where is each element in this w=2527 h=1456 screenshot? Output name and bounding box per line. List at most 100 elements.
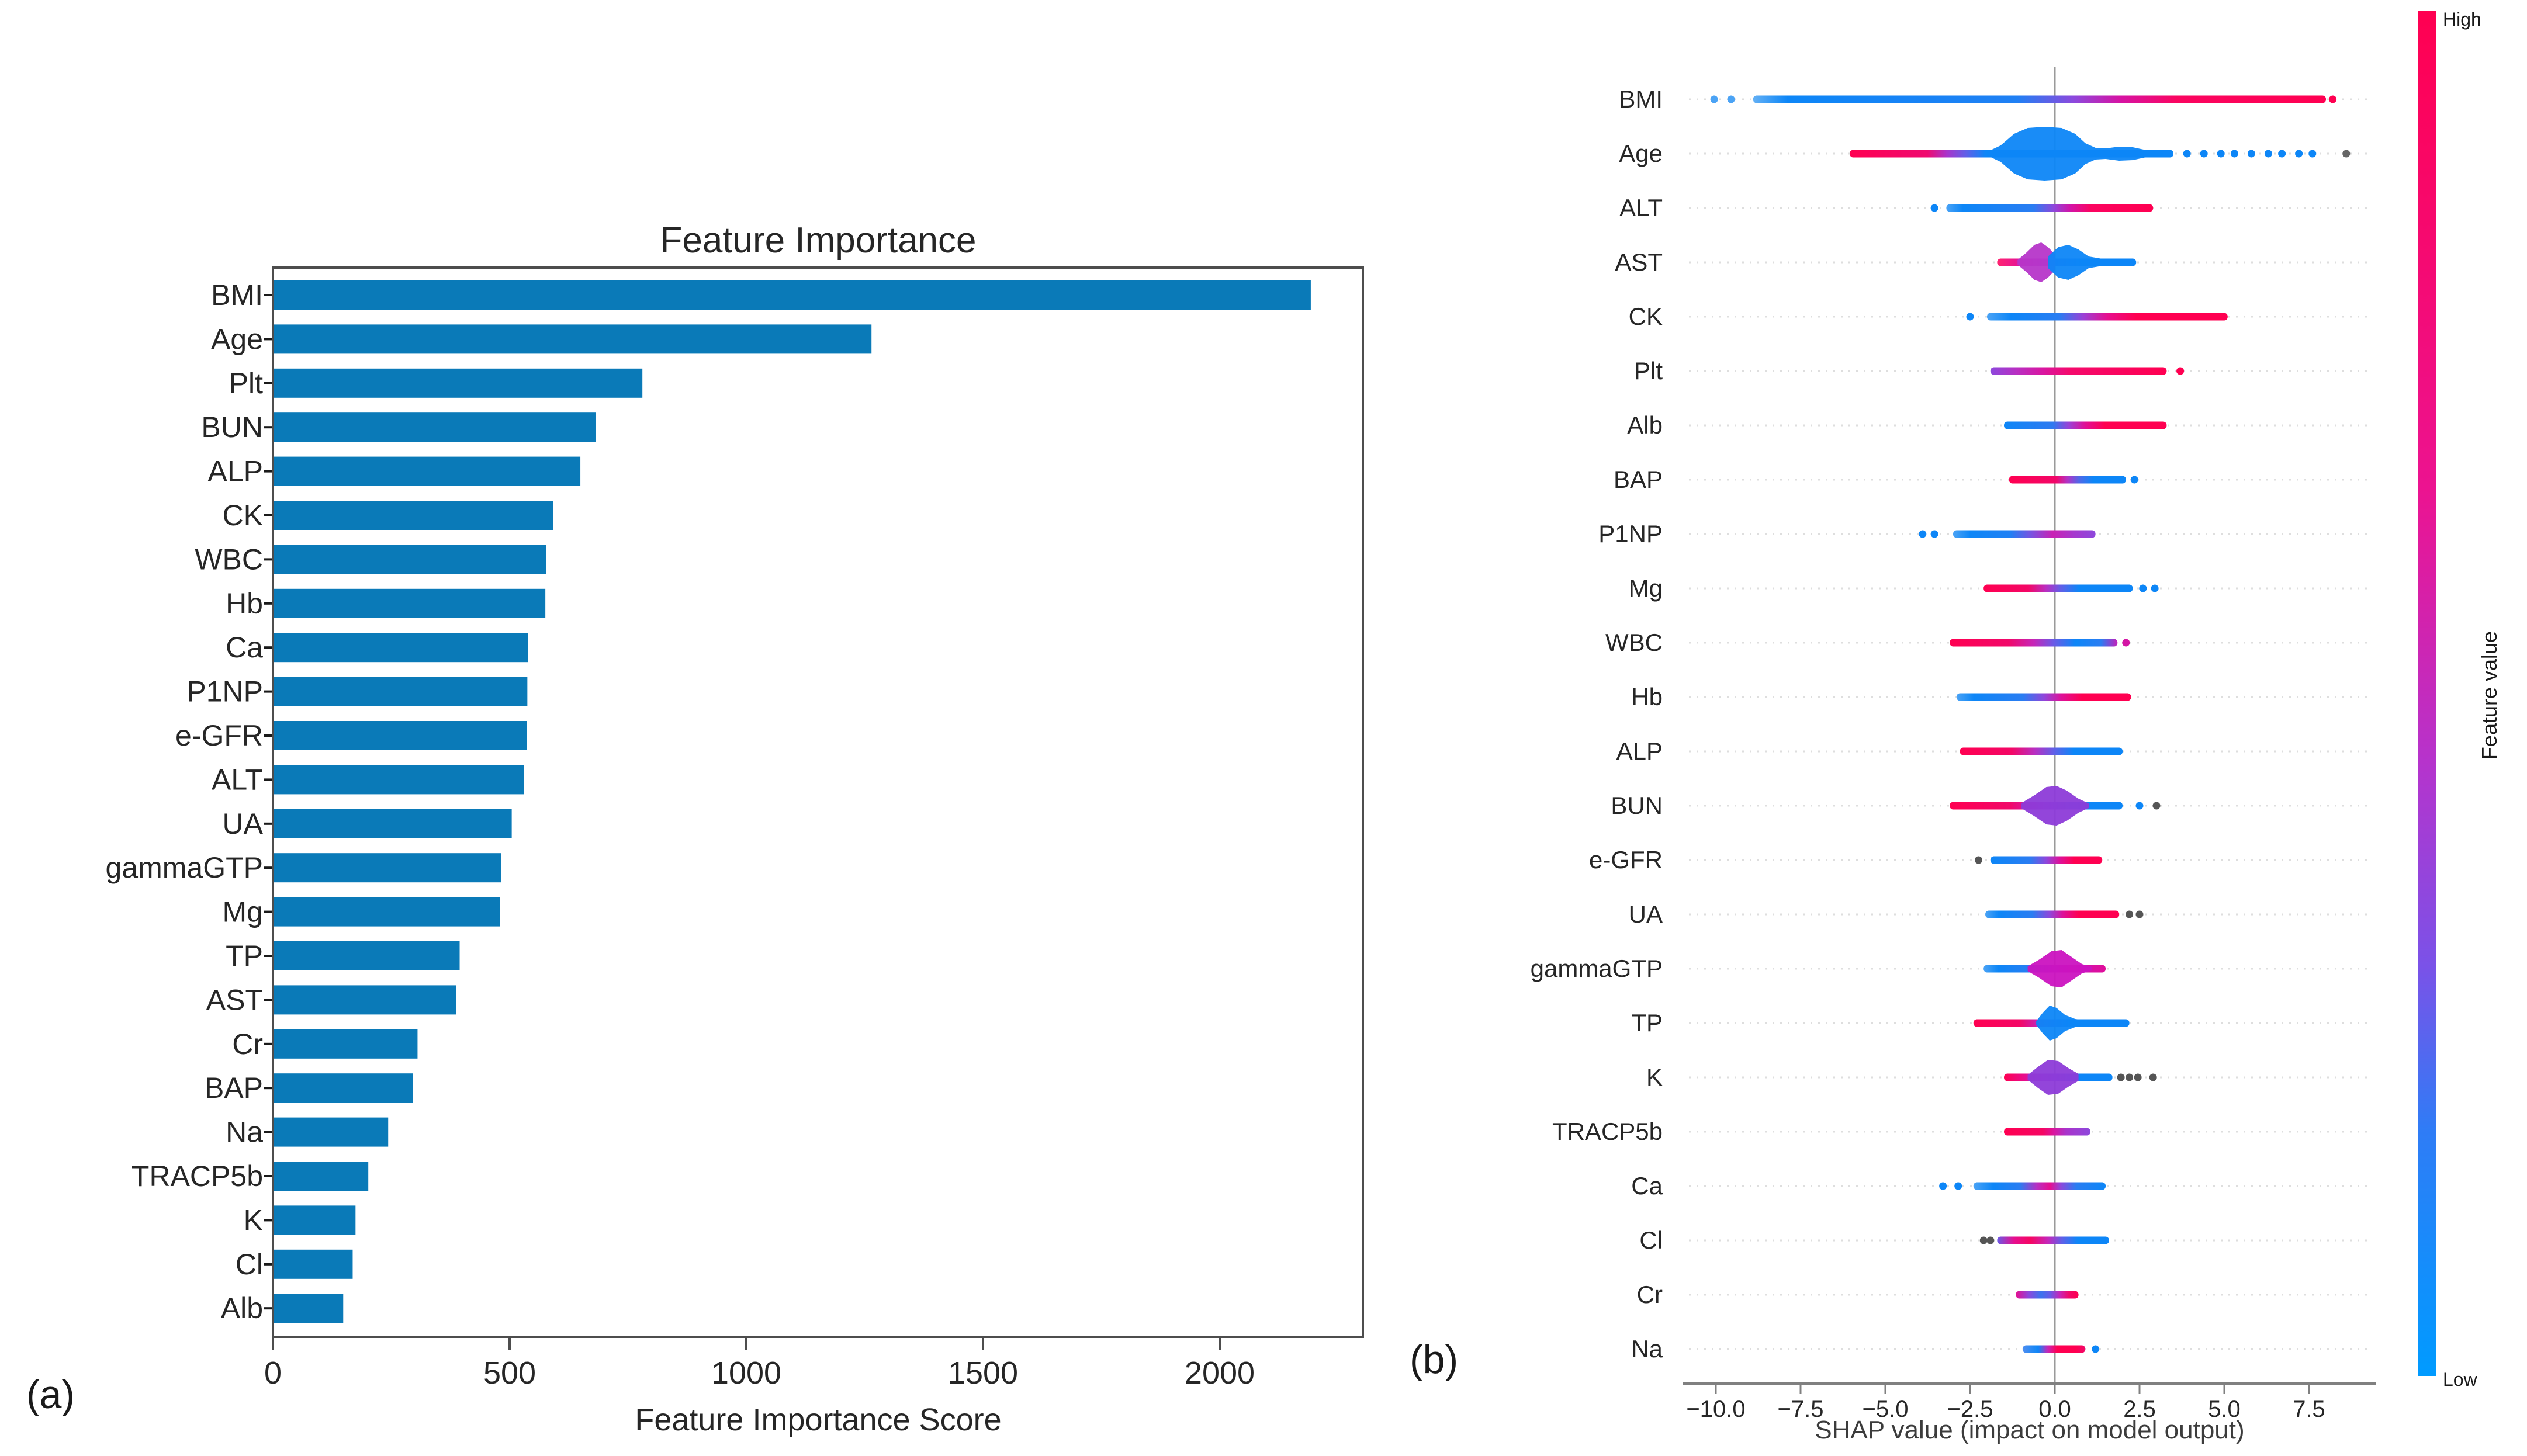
colorbar-title: Feature value <box>2477 631 2501 760</box>
x-tick-label: 1500 <box>948 1356 1018 1391</box>
bar-Alb <box>274 1294 344 1323</box>
outlier-dot-Age <box>2247 150 2255 158</box>
swarm-band-Ca <box>1973 1182 2106 1190</box>
shap-x-ticks: −10.0 −7.5 −5.0 −2.5 0.0 2.5 5.0 7.5 <box>1686 1384 2325 1422</box>
swarm-band-Hb <box>1956 693 2131 701</box>
bar-Mg <box>274 897 500 927</box>
bar-label-TP: TP <box>226 940 263 972</box>
bar-Cr <box>274 1029 418 1059</box>
bar-UA <box>274 809 512 838</box>
violin-TP <box>2036 1006 2103 1041</box>
violin-BUN <box>2021 786 2089 826</box>
bar-label-Na: Na <box>226 1116 263 1149</box>
bar-label-CK: CK <box>223 499 263 532</box>
outlier-dot-Ca <box>1939 1182 1947 1190</box>
bar-e-GFR <box>274 721 527 750</box>
bar-Cl <box>274 1249 353 1279</box>
feature-label-BAP: BAP <box>1614 466 1663 493</box>
outlier-dot-Age <box>2342 150 2351 158</box>
feature-labels: BMI Age ALT AST CK Plt Alb BAP P1NP Mg WBC Hb ALP BUN… <box>1531 85 1663 1363</box>
bar-label-BMI: BMI <box>211 279 263 311</box>
beeswarm-rows <box>1710 95 2351 1353</box>
bar-label-BUN: BUN <box>201 411 263 443</box>
x-tick-label: 2000 <box>1185 1356 1255 1391</box>
bar-label-WBC: WBC <box>195 543 263 576</box>
outlier-dot-BMI <box>2329 95 2337 103</box>
x-tick-label: 1000 <box>711 1356 781 1391</box>
swarm-band-BAP <box>2009 476 2126 484</box>
bar-CK <box>274 501 553 530</box>
outlier-dot-Age <box>2264 150 2272 158</box>
bar-label-ALT: ALT <box>212 763 263 796</box>
swarm-band-e-GFR <box>1990 856 2103 864</box>
outlier-dot-K <box>2149 1073 2157 1081</box>
bar-label-BAP: BAP <box>205 1072 263 1104</box>
feature-label-P1NP: P1NP <box>1598 520 1663 547</box>
outlier-dot-Age <box>2295 150 2303 158</box>
bar-label-Age: Age <box>211 323 263 355</box>
outlier-dot-ALT <box>1930 204 1938 212</box>
bar-TRACP5b <box>274 1162 369 1191</box>
feature-label-ALT: ALT <box>1619 194 1663 221</box>
swarm-band-UA <box>1985 910 2120 918</box>
bar-Plt <box>274 368 643 398</box>
outlier-dot-UA <box>2135 910 2144 918</box>
panel-a-letter: (a) <box>26 1372 75 1417</box>
outlier-dot-BUN <box>2135 802 2144 810</box>
outlier-dot-Plt <box>2176 367 2185 375</box>
outlier-dot-Mg <box>2151 584 2159 592</box>
bar-label-AST: AST <box>206 983 263 1016</box>
outlier-dot-Mg <box>2139 584 2147 592</box>
swarm-band-Na <box>2022 1345 2086 1353</box>
bar-category-labels: BMI Age Plt BUN ALP CK WBC Hb Ca P1NP e-GFR ALT UA ga… <box>105 279 263 1325</box>
feature-label-TRACP5b: TRACP5b <box>1552 1118 1663 1145</box>
outlier-dot-Cl <box>1986 1236 1995 1244</box>
colorbar-high-label: High <box>2443 9 2481 30</box>
outlier-dot-BMI <box>1710 95 1718 103</box>
bar-label-Alb: Alb <box>221 1292 263 1325</box>
bar-label-Cl: Cl <box>236 1248 263 1281</box>
violin-AST <box>2048 245 2130 280</box>
feature-label-BUN: BUN <box>1611 792 1663 819</box>
feature-label-UA: UA <box>1629 900 1663 928</box>
x-tick-label: 2.5 <box>2123 1396 2156 1422</box>
bar-P1NP <box>274 677 528 706</box>
feature-label-AST: AST <box>1615 248 1663 276</box>
outlier-dot-K <box>2134 1073 2142 1081</box>
swarm-band-BMI <box>1753 95 2326 103</box>
panel-a: Feature Importance BMI Age Plt BUN ALP CK WBC H… <box>26 220 1364 1437</box>
outlier-dot-P1NP <box>1919 530 1927 538</box>
bar-Age <box>274 324 872 354</box>
violin-Age <box>1987 127 2163 181</box>
violin-K <box>2027 1060 2079 1095</box>
swarm-band-Cl <box>1997 1236 2109 1244</box>
panel-b-xlabel: SHAP value (impact on model output) <box>1815 1416 2244 1444</box>
bar-ALP <box>274 456 581 486</box>
bar-Hb <box>274 588 546 618</box>
x-tick-label: 5.0 <box>2208 1396 2241 1422</box>
panel-a-xlabel: Feature Importance Score <box>635 1402 1001 1437</box>
swarm-band-TRACP5b <box>2004 1128 2090 1136</box>
outlier-dot-e-GFR <box>1975 856 1982 864</box>
bar-label-UA: UA <box>223 807 264 840</box>
swarm-band-Cr <box>2016 1291 2079 1299</box>
bar-BAP <box>274 1073 413 1103</box>
outlier-dot-BUN <box>2152 802 2161 810</box>
feature-label-CK: CK <box>1629 303 1663 330</box>
x-tick-label: 0 <box>264 1356 282 1391</box>
swarm-band-ALT <box>1946 204 2154 212</box>
feature-label-Plt: Plt <box>1634 357 1663 384</box>
outlier-dot-Age <box>2308 150 2317 158</box>
panel-a-title: Feature Importance <box>660 220 976 261</box>
bar-label-Hb: Hb <box>226 587 263 620</box>
x-tick-label: −5.0 <box>1863 1396 1909 1422</box>
feature-label-Age: Age <box>1619 140 1663 167</box>
swarm-band-WBC <box>1950 639 2118 647</box>
swarm-band-ALP <box>1960 747 2123 755</box>
violin-gammaGTP <box>2027 950 2092 987</box>
bar-label-K: K <box>244 1204 263 1236</box>
outlier-dot-BAP <box>2130 476 2138 484</box>
bar-label-gammaGTP: gammaGTP <box>105 851 263 884</box>
